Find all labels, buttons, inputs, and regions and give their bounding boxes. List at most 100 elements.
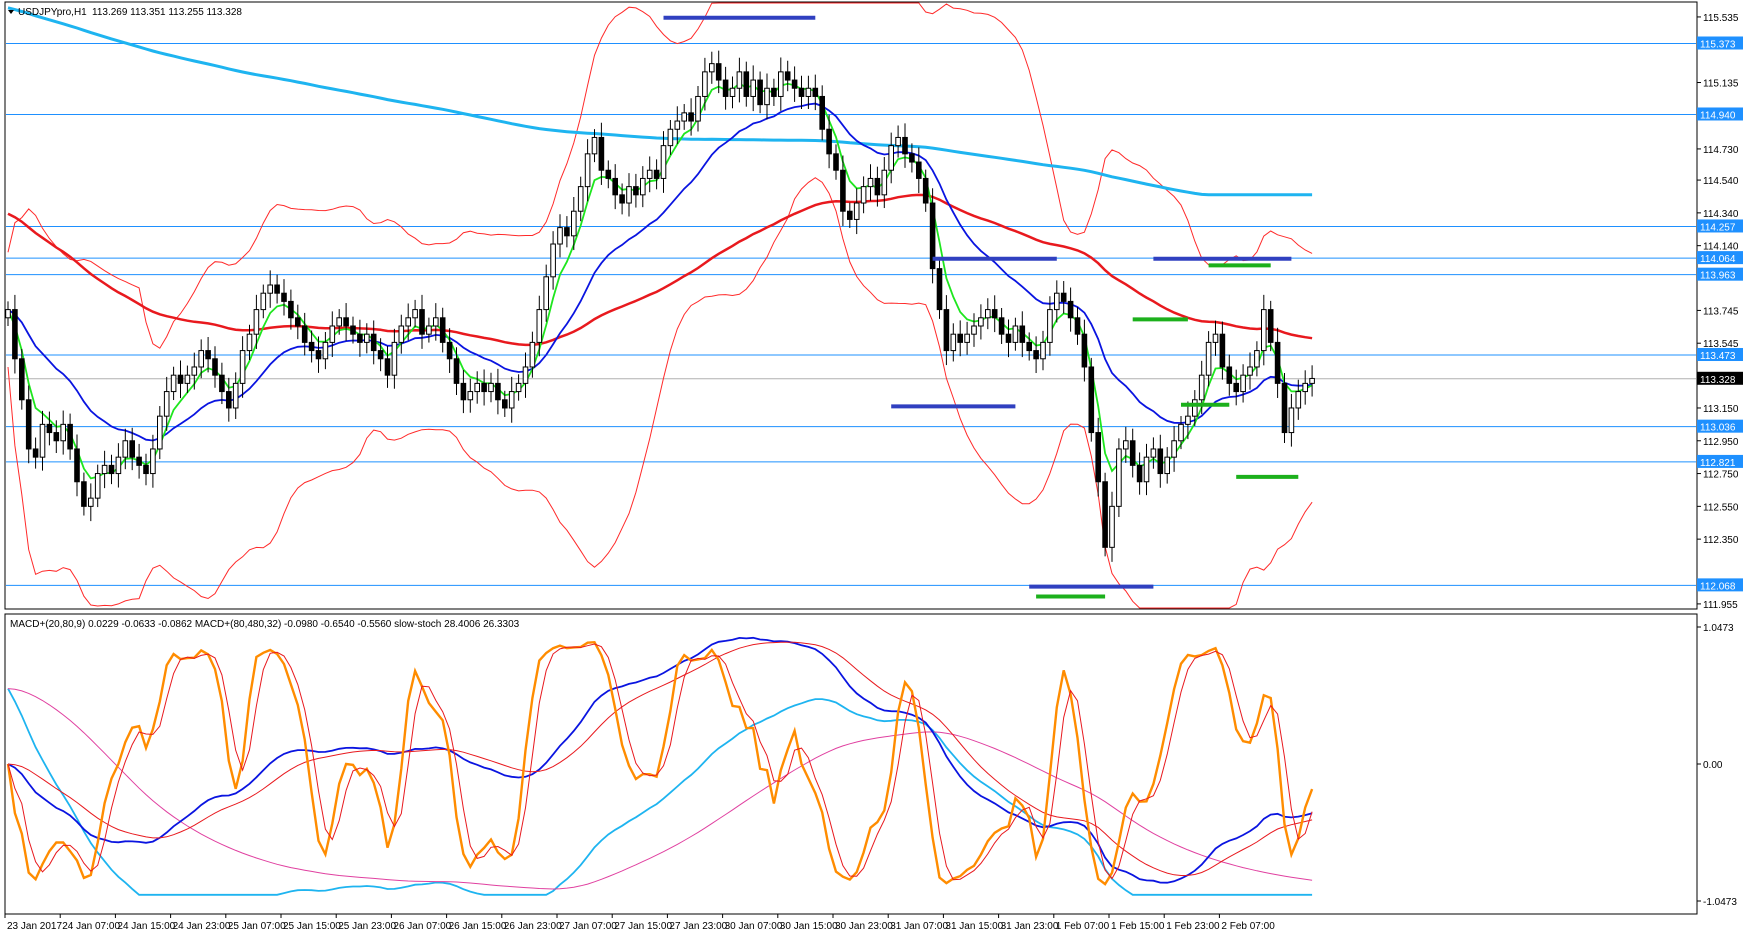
candle-up[interactable] [881, 169, 888, 196]
candle-down[interactable] [826, 128, 832, 155]
candle-down[interactable] [350, 325, 356, 335]
candle-down[interactable] [439, 317, 446, 343]
candle-up[interactable] [778, 71, 784, 97]
candle-down[interactable] [177, 374, 184, 384]
candle-down[interactable] [12, 309, 18, 360]
candle-down[interactable] [25, 399, 32, 450]
candle-up[interactable] [1240, 374, 1246, 393]
candle-up[interactable] [267, 284, 273, 294]
candle-up[interactable] [1309, 377, 1315, 384]
candle-down[interactable] [715, 63, 722, 81]
candle-up[interactable] [39, 423, 46, 458]
candle-up[interactable] [1185, 415, 1191, 425]
candle-down[interactable] [1157, 448, 1164, 475]
candle-down[interactable] [481, 382, 487, 393]
candle-up[interactable] [232, 382, 239, 409]
candle-down[interactable] [1233, 382, 1240, 393]
candle-up[interactable] [1040, 341, 1046, 360]
candle-up[interactable] [101, 464, 108, 475]
candle-down[interactable] [274, 284, 280, 294]
price-pane[interactable] [4, 1, 1698, 610]
candle-down[interactable] [136, 456, 142, 466]
candle-up[interactable] [322, 341, 329, 360]
candle-down[interactable] [564, 227, 570, 237]
candle-down[interactable] [936, 268, 943, 311]
candle-up[interactable] [364, 333, 370, 343]
candle-down[interactable] [798, 87, 805, 97]
candle-down[interactable] [446, 341, 453, 360]
candle-up[interactable] [115, 456, 122, 475]
candle-up[interactable] [1198, 374, 1205, 401]
candle-up[interactable] [646, 169, 653, 179]
candle-up[interactable] [1295, 391, 1302, 409]
candle-down[interactable] [812, 87, 819, 97]
candle-up[interactable] [1212, 333, 1219, 343]
candle-down[interactable] [633, 186, 639, 196]
candle-down[interactable] [301, 325, 308, 343]
candle-down[interactable] [922, 177, 929, 204]
candle-up[interactable] [702, 71, 708, 97]
candle-down[interactable] [1074, 317, 1081, 335]
candle-up[interactable] [729, 87, 736, 97]
candle-up[interactable] [474, 382, 480, 393]
candle-up[interactable] [488, 382, 494, 393]
candle-down[interactable] [653, 169, 660, 179]
candle-down[interactable] [998, 317, 1005, 335]
candle-down[interactable] [1102, 481, 1108, 548]
candle-up[interactable] [391, 341, 398, 376]
candle-up[interactable] [1164, 456, 1171, 475]
candle-up[interactable] [640, 177, 646, 196]
candle-up[interactable] [5, 309, 11, 319]
candle-down[interactable] [784, 71, 791, 81]
candle-down[interactable] [226, 391, 232, 409]
candle-down[interactable] [1067, 300, 1074, 319]
candle-down[interactable] [605, 169, 612, 179]
candle-down[interactable] [991, 309, 998, 319]
candle-up[interactable] [736, 71, 743, 89]
candle-up[interactable] [1288, 407, 1295, 434]
candle-down[interactable] [598, 136, 605, 171]
candle-up[interactable] [888, 145, 895, 171]
candle-down[interactable] [722, 79, 729, 97]
candle-down[interactable] [343, 317, 349, 327]
candle-down[interactable] [957, 333, 964, 343]
candle-down[interactable] [612, 177, 619, 196]
candle-up[interactable] [1116, 448, 1122, 507]
candle-down[interactable] [902, 136, 908, 155]
candle-up[interactable] [626, 186, 632, 204]
candle-up[interactable] [191, 366, 198, 376]
candle-up[interactable] [412, 309, 418, 319]
candle-down[interactable] [74, 448, 80, 483]
candle-up[interactable] [667, 128, 674, 147]
candle-down[interactable] [495, 382, 501, 401]
candle-up[interactable] [94, 473, 101, 499]
candle-down[interactable] [833, 153, 839, 171]
candle-up[interactable] [1150, 448, 1157, 458]
candle-down[interactable] [377, 350, 384, 360]
candle-up[interactable] [867, 177, 874, 188]
candle-down[interactable] [1019, 325, 1026, 343]
candle-up[interactable] [971, 325, 977, 335]
candle-down[interactable] [1005, 333, 1012, 343]
candle-down[interactable] [308, 341, 315, 352]
candle-up[interactable] [674, 120, 681, 130]
candle-up[interactable] [170, 374, 177, 393]
candle-down[interactable] [840, 169, 846, 212]
candle-up[interactable] [60, 423, 67, 442]
candle-down[interactable] [1281, 382, 1288, 434]
candle-up[interactable] [260, 292, 267, 311]
candle-down[interactable] [81, 481, 87, 507]
candle-down[interactable] [847, 210, 853, 220]
candle-up[interactable] [405, 317, 411, 327]
candle-up[interactable] [543, 276, 550, 311]
candle-down[interactable] [281, 292, 287, 302]
candle-up[interactable] [529, 341, 536, 368]
candle-up[interactable] [1012, 325, 1019, 343]
candle-down[interactable] [357, 333, 363, 343]
candle-up[interactable] [1171, 440, 1177, 458]
candle-down[interactable] [757, 79, 763, 106]
candle-up[interactable] [1247, 366, 1253, 376]
candle-down[interactable] [143, 464, 149, 475]
candle-down[interactable] [1081, 333, 1088, 368]
candle-up[interactable] [978, 317, 984, 327]
